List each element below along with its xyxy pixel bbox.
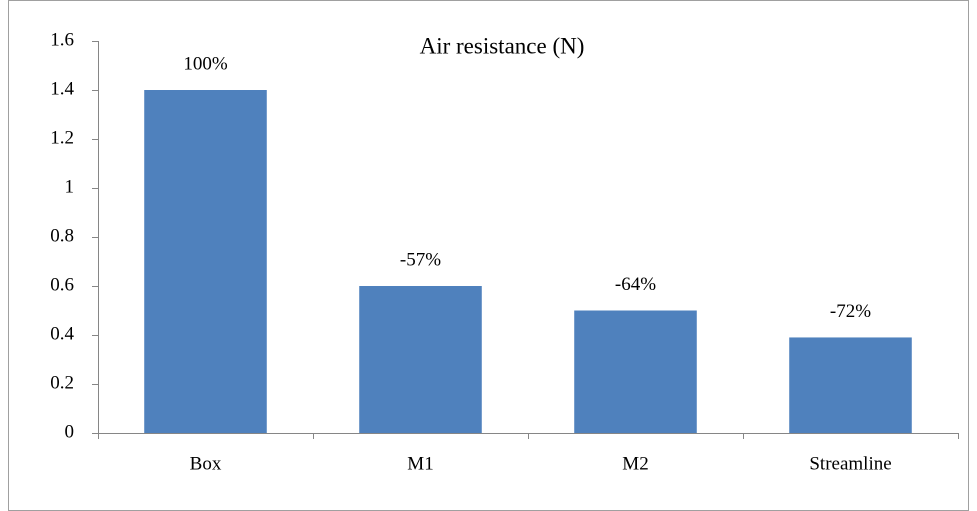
chart-title: Air resistance (N) — [420, 33, 585, 58]
y-tick-label: 1.6 — [50, 29, 74, 50]
x-tick-label: Box — [190, 453, 222, 474]
y-tick-label: 0.4 — [50, 323, 74, 344]
y-tick-label: 0.8 — [50, 225, 74, 246]
bar-annotation: -64% — [615, 274, 656, 295]
bar-annotation: 100% — [183, 53, 228, 74]
bar — [789, 337, 912, 433]
bar-annotation: -57% — [400, 249, 441, 270]
x-tick-label: M2 — [622, 453, 648, 474]
y-tick-label: 1 — [65, 176, 75, 197]
y-tick-label: 0.2 — [50, 372, 74, 393]
bar — [574, 310, 697, 433]
bar — [359, 286, 482, 433]
x-tick-label: M1 — [407, 453, 433, 474]
y-tick-label: 0.6 — [50, 274, 74, 295]
bar-annotation: -72% — [830, 301, 871, 322]
bar — [144, 90, 267, 433]
x-tick-label: Streamline — [809, 453, 891, 474]
y-tick-label: 1.2 — [50, 127, 74, 148]
y-tick-label: 0 — [65, 421, 75, 442]
y-tick-label: 1.4 — [50, 78, 74, 99]
